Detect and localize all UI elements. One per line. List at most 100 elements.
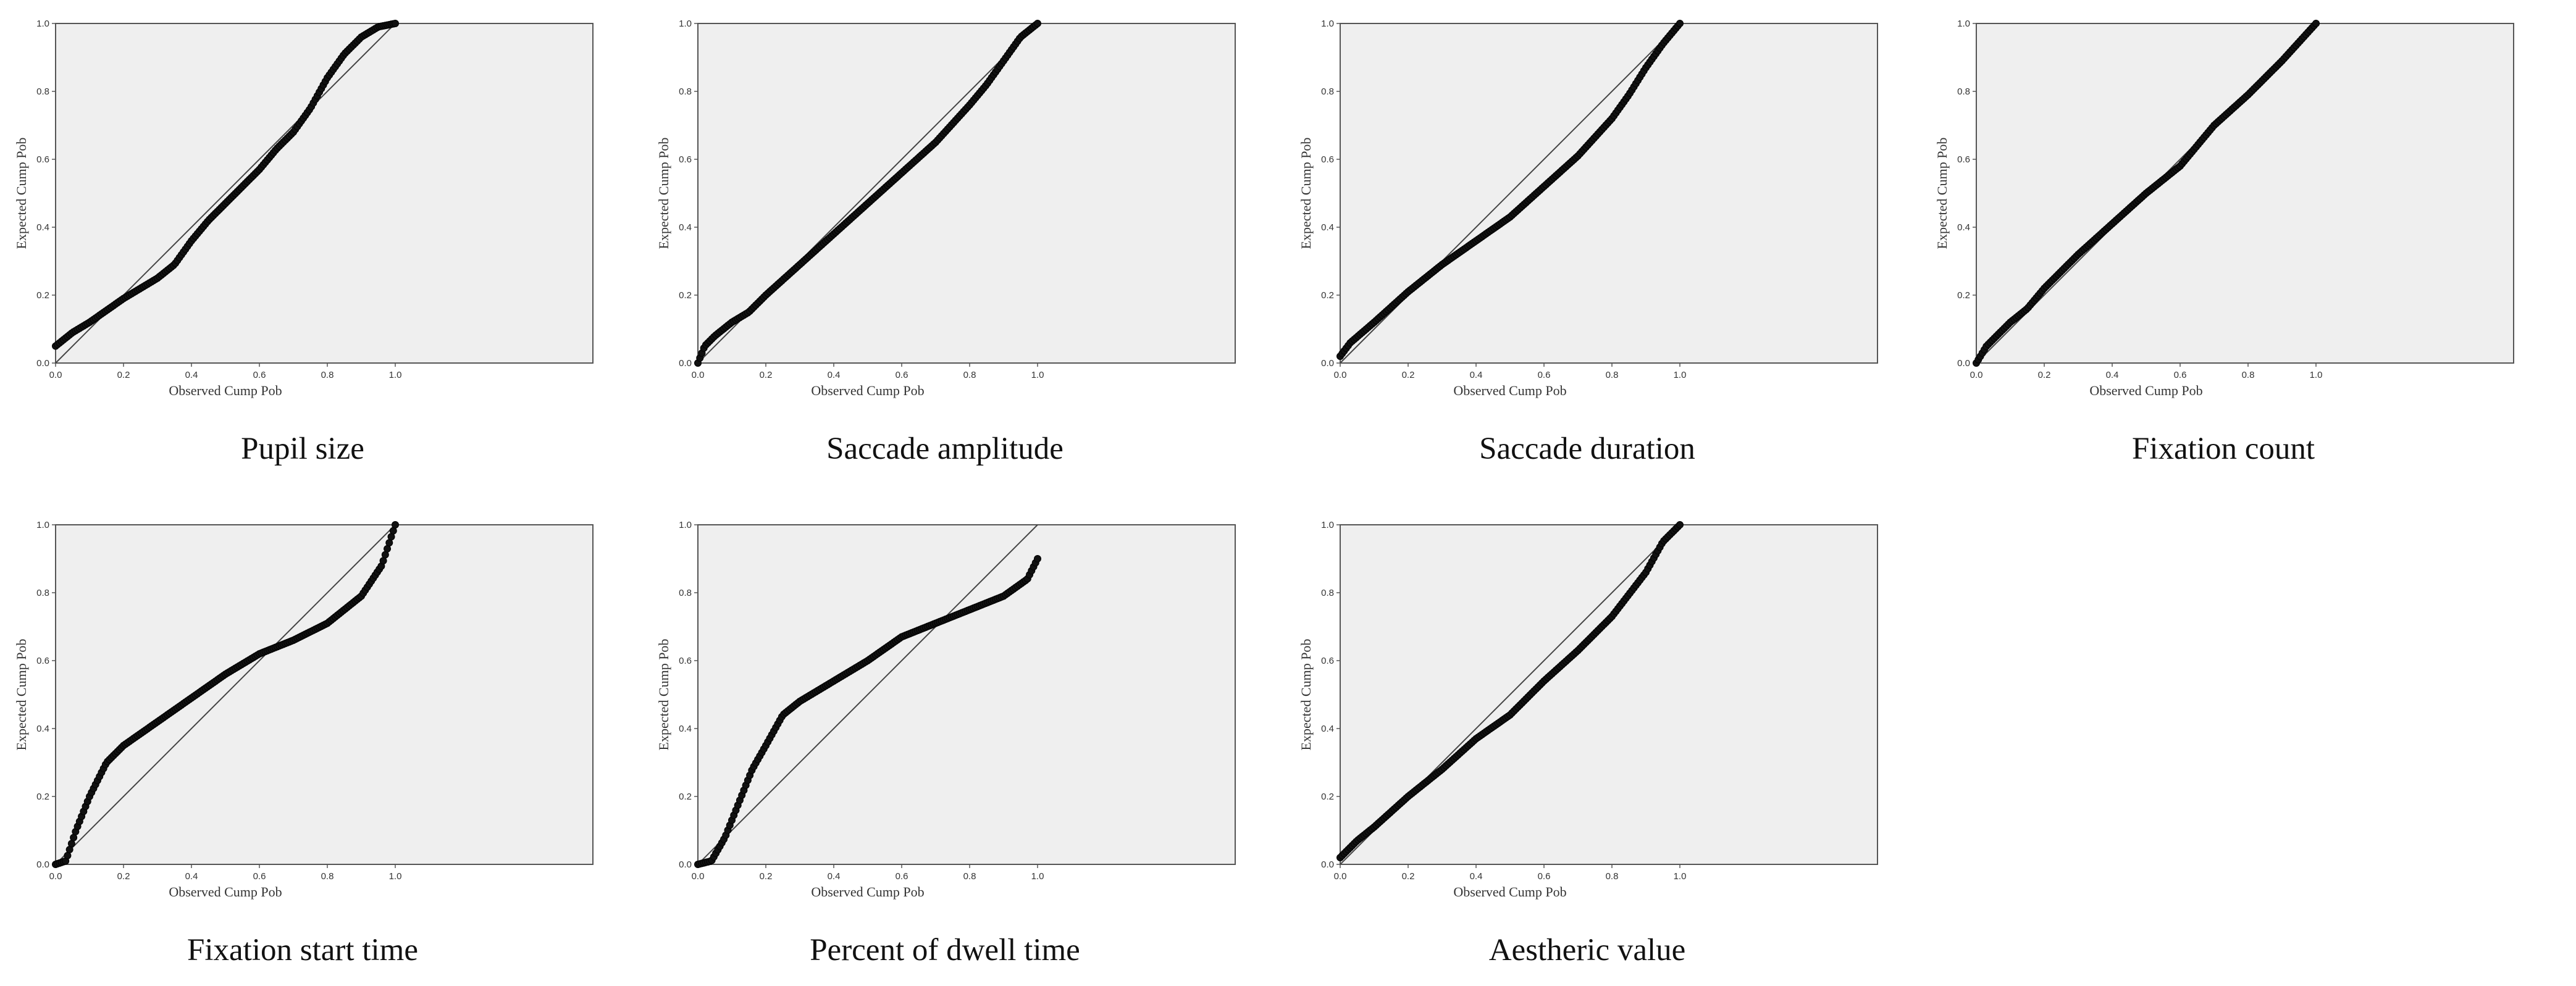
y-tick-label: 0.8 [1957, 86, 1970, 97]
x-tick-label: 0.8 [321, 871, 334, 882]
y-tick-label: 0.4 [679, 222, 692, 233]
y-tick-label: 1.0 [36, 520, 49, 530]
pp-plot-panel: 0.0 0.2 0.4 0.6 0.8 1.0 0.0 0.2 0.4 0.6 0.8 1.0 Obse… [1297, 520, 1878, 976]
x-tick-label: 0.4 [1470, 370, 1483, 380]
y-tick-label: 0.2 [679, 792, 692, 802]
y-tick-label: 0.6 [36, 656, 49, 666]
y-tick-label: 0.2 [679, 290, 692, 301]
y-tick-label: 1.0 [1321, 520, 1334, 530]
y-axis-title: Expected Cump Pob [14, 138, 29, 249]
y-tick-label: 0.6 [1321, 656, 1334, 666]
x-tick-label: 0.4 [828, 871, 841, 882]
y-tick-label: 0.4 [1957, 222, 1970, 233]
pp-plot-svg: 0.0 0.2 0.4 0.6 0.8 1.0 0.0 0.2 0.4 0.6 0.8 1.0 Obse… [14, 520, 594, 900]
x-tick-label: 0.0 [692, 871, 705, 882]
x-tick-label: 0.8 [2242, 370, 2255, 380]
pp-plot-panel: 0.0 0.2 0.4 0.6 0.8 1.0 0.0 0.2 0.4 0.6 0.8 1.0 Obse… [1933, 19, 2514, 474]
pp-plot-panel: 0.0 0.2 0.4 0.6 0.8 1.0 0.0 0.2 0.4 0.6 0.8 1.0 Obse… [655, 19, 1236, 474]
y-tick-label: 0.0 [679, 859, 692, 870]
y-tick-label: 0.0 [36, 859, 49, 870]
y-tick-label: 0.6 [679, 656, 692, 666]
data-point [1676, 521, 1684, 529]
y-tick-label: 0.8 [679, 588, 692, 598]
x-tick-label: 0.4 [828, 370, 841, 380]
data-point-series [1336, 20, 1684, 360]
x-tick-label: 0.0 [1970, 370, 1983, 380]
plot-area [1976, 23, 2514, 364]
x-tick-label: 0.6 [1538, 370, 1551, 380]
data-point [1676, 20, 1684, 27]
y-tick-label: 0.0 [36, 358, 49, 369]
x-tick-label: 0.6 [1538, 871, 1551, 882]
x-axis-title: Observed Cump Pob [811, 383, 924, 398]
y-axis-title: Expected Cump Pob [656, 639, 671, 751]
x-tick-label: 0.8 [1606, 871, 1619, 882]
x-tick-label: 0.6 [253, 370, 266, 380]
data-point-series [1973, 20, 2320, 367]
y-tick-label: 0.4 [36, 724, 49, 734]
panel-caption: Saccade amplitude [826, 432, 1064, 466]
pp-plot-svg: 0.0 0.2 0.4 0.6 0.8 1.0 0.0 0.2 0.4 0.6 0.8 1.0 Obse… [656, 520, 1236, 900]
y-tick-label: 0.4 [1321, 724, 1334, 734]
x-axis-title: Observed Cump Pob [811, 884, 924, 900]
y-tick-label: 1.0 [36, 19, 49, 29]
pp-plot-panel: 0.0 0.2 0.4 0.6 0.8 1.0 0.0 0.2 0.4 0.6 0.8 1.0 Obse… [12, 19, 594, 474]
y-tick-label: 0.6 [1957, 154, 1970, 165]
x-tick-label: 1.0 [389, 871, 402, 882]
x-tick-label: 0.8 [321, 370, 334, 380]
y-tick-label: 0.0 [1321, 358, 1334, 369]
x-axis-title: Observed Cump Pob [1453, 383, 1566, 398]
y-tick-label: 0.2 [1321, 290, 1334, 301]
x-tick-label: 1.0 [1031, 370, 1044, 380]
y-axis-title: Expected Cump Pob [1934, 138, 1950, 249]
x-tick-label: 1.0 [1674, 871, 1687, 882]
y-tick-label: 0.8 [36, 86, 49, 97]
x-tick-label: 1.0 [1674, 370, 1687, 380]
y-axis-title: Expected Cump Pob [1298, 639, 1314, 751]
data-point [1034, 555, 1041, 562]
y-tick-label: 0.0 [679, 358, 692, 369]
data-point-series [52, 20, 399, 350]
pp-plot-panel: 0.0 0.2 0.4 0.6 0.8 1.0 0.0 0.2 0.4 0.6 0.8 1.0 Obse… [12, 520, 594, 976]
pp-plot-svg: 0.0 0.2 0.4 0.6 0.8 1.0 0.0 0.2 0.4 0.6 0.8 1.0 Obse… [1298, 19, 1878, 398]
y-tick-label: 0.6 [36, 154, 49, 165]
pp-plot-svg: 0.0 0.2 0.4 0.6 0.8 1.0 0.0 0.2 0.4 0.6 0.8 1.0 Obse… [1298, 520, 1878, 900]
x-tick-label: 0.4 [2106, 370, 2119, 380]
data-point [392, 20, 399, 27]
panel-caption: Fixation start time [187, 933, 418, 967]
y-tick-label: 0.8 [36, 588, 49, 598]
x-tick-label: 0.2 [117, 370, 130, 380]
pp-plot-panel: 0.0 0.2 0.4 0.6 0.8 1.0 0.0 0.2 0.4 0.6 0.8 1.0 Obse… [655, 520, 1236, 976]
pp-plot-panel: 0.0 0.2 0.4 0.6 0.8 1.0 0.0 0.2 0.4 0.6 0.8 1.0 Obse… [1297, 19, 1878, 474]
x-tick-label: 0.2 [117, 871, 130, 882]
pp-plot-svg: 0.0 0.2 0.4 0.6 0.8 1.0 0.0 0.2 0.4 0.6 0.8 1.0 Obse… [14, 19, 594, 398]
reference-line [55, 524, 396, 865]
y-tick-label: 0.4 [679, 724, 692, 734]
plot-area [697, 524, 1236, 865]
plot-area [697, 23, 1236, 364]
x-tick-label: 0.8 [1606, 370, 1619, 380]
x-tick-label: 0.6 [896, 871, 908, 882]
x-tick-label: 0.2 [2038, 370, 2051, 380]
panel-caption: Pupil size [241, 432, 364, 466]
y-tick-label: 0.0 [1957, 358, 1970, 369]
x-tick-label: 0.4 [185, 871, 198, 882]
x-tick-label: 0.2 [1402, 871, 1415, 882]
y-tick-label: 0.0 [1321, 859, 1334, 870]
y-tick-label: 1.0 [679, 19, 692, 29]
y-tick-label: 0.4 [1321, 222, 1334, 233]
x-axis-title: Observed Cump Pob [2089, 383, 2202, 398]
x-tick-label: 0.2 [760, 871, 773, 882]
data-point-series [1336, 521, 1684, 861]
y-tick-label: 0.6 [1321, 154, 1334, 165]
panel-caption: Aestheric value [1488, 933, 1686, 967]
y-tick-label: 1.0 [1321, 19, 1334, 29]
x-tick-label: 0.6 [896, 370, 908, 380]
y-tick-label: 0.2 [36, 792, 49, 802]
plot-area [1340, 23, 1878, 364]
x-tick-label: 1.0 [1031, 871, 1044, 882]
y-tick-label: 0.2 [1957, 290, 1970, 301]
x-tick-label: 1.0 [389, 370, 402, 380]
x-tick-label: 0.0 [49, 370, 62, 380]
x-axis-title: Observed Cump Pob [1453, 884, 1566, 900]
